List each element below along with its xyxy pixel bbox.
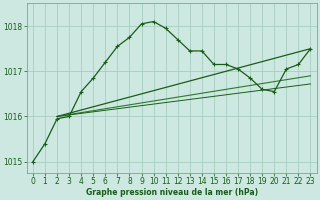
X-axis label: Graphe pression niveau de la mer (hPa): Graphe pression niveau de la mer (hPa) [86, 188, 258, 197]
